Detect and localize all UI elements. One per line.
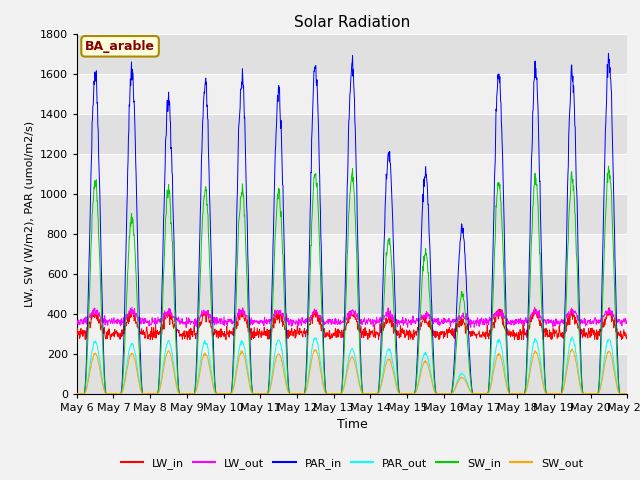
- PAR_in: [257, 391, 264, 396]
- LW_in: [257, 335, 265, 340]
- Line: SW_in: SW_in: [77, 166, 627, 394]
- SW_in: [558, 389, 566, 395]
- LW_in: [438, 332, 445, 337]
- Line: PAR_in: PAR_in: [77, 53, 627, 394]
- Line: PAR_out: PAR_out: [77, 337, 627, 394]
- SW_in: [509, 391, 517, 396]
- PAR_out: [558, 390, 566, 396]
- PAR_in: [509, 391, 517, 396]
- SW_out: [195, 373, 203, 379]
- Bar: [77, 114, 627, 154]
- PAR_out: [438, 391, 445, 396]
- LW_in: [73, 330, 81, 336]
- LW_in: [605, 305, 612, 311]
- Bar: [77, 354, 627, 394]
- Y-axis label: LW, SW (W/m2), PAR (umol/m2/s): LW, SW (W/m2), PAR (umol/m2/s): [24, 120, 34, 307]
- PAR_out: [623, 391, 631, 396]
- SW_out: [438, 391, 445, 396]
- SW_out: [558, 390, 566, 396]
- LW_out: [182, 324, 190, 330]
- SW_out: [257, 391, 264, 396]
- PAR_in: [195, 263, 203, 268]
- LW_in: [81, 336, 89, 342]
- SW_out: [623, 391, 631, 396]
- SW_in: [623, 391, 631, 396]
- Bar: [77, 34, 627, 73]
- PAR_in: [438, 391, 445, 396]
- PAR_out: [257, 391, 264, 396]
- PAR_in: [182, 391, 189, 396]
- PAR_out: [568, 334, 576, 340]
- Bar: [77, 154, 627, 193]
- LW_out: [258, 318, 266, 324]
- Bar: [77, 193, 627, 234]
- SW_in: [73, 391, 81, 396]
- Line: LW_in: LW_in: [77, 308, 627, 339]
- X-axis label: Time: Time: [337, 418, 367, 431]
- SW_in: [257, 391, 264, 396]
- Legend: LW_in, LW_out, PAR_in, PAR_out, SW_in, SW_out: LW_in, LW_out, PAR_in, PAR_out, SW_in, S…: [116, 453, 588, 473]
- Bar: [77, 313, 627, 354]
- PAR_out: [182, 391, 189, 396]
- LW_out: [623, 318, 631, 324]
- Line: LW_out: LW_out: [77, 307, 627, 327]
- LW_in: [623, 330, 631, 336]
- SW_out: [509, 391, 517, 396]
- Line: SW_out: SW_out: [77, 349, 627, 394]
- Bar: [77, 73, 627, 114]
- LW_out: [438, 318, 446, 324]
- PAR_in: [73, 391, 81, 396]
- LW_in: [196, 322, 204, 328]
- SW_in: [182, 391, 189, 396]
- PAR_in: [558, 388, 566, 394]
- SW_in: [195, 307, 203, 312]
- LW_out: [73, 319, 81, 324]
- LW_out: [183, 314, 191, 320]
- SW_out: [182, 391, 189, 396]
- SW_in: [605, 163, 612, 169]
- LW_in: [558, 335, 566, 340]
- LW_out: [196, 315, 204, 321]
- PAR_out: [195, 368, 203, 374]
- SW_in: [438, 391, 445, 396]
- PAR_out: [509, 391, 517, 396]
- SW_out: [568, 346, 576, 352]
- PAR_in: [605, 50, 612, 56]
- SW_out: [73, 391, 81, 396]
- LW_out: [559, 319, 566, 325]
- Bar: [77, 234, 627, 274]
- LW_out: [510, 322, 518, 328]
- Title: Solar Radiation: Solar Radiation: [294, 15, 410, 30]
- PAR_out: [73, 391, 81, 396]
- LW_in: [510, 333, 518, 338]
- LW_in: [182, 328, 190, 334]
- PAR_in: [623, 391, 631, 396]
- LW_out: [128, 304, 136, 310]
- Bar: [77, 274, 627, 313]
- Text: BA_arable: BA_arable: [85, 40, 155, 53]
